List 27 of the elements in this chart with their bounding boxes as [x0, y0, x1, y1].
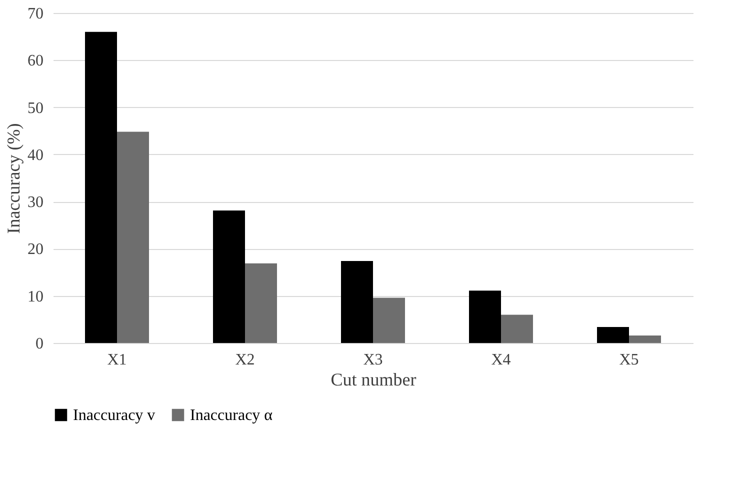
y-tick-label: 0: [36, 336, 44, 352]
bar: [469, 290, 501, 343]
x-tick-label: X5: [619, 352, 639, 368]
bar: [597, 326, 629, 343]
bar: [213, 210, 245, 343]
legend-label: Inaccuracy v: [73, 407, 156, 424]
y-tick-label: 60: [28, 52, 44, 70]
bar: [85, 32, 117, 343]
y-tick-label: 40: [28, 146, 44, 164]
y-tick-label: 10: [28, 288, 44, 306]
y-tick-label: 70: [28, 6, 44, 22]
y-axis-title: Inaccuracy (%): [4, 123, 24, 234]
x-tick-label: X2: [235, 352, 255, 368]
bar: [341, 260, 373, 343]
legend-label: Inaccuracy α: [190, 407, 274, 424]
y-tick-label: 20: [28, 241, 44, 258]
x-tick-label: X3: [363, 352, 383, 368]
bar: [117, 132, 149, 343]
y-tick-label: 30: [28, 194, 44, 212]
bar: [501, 314, 533, 343]
y-tick-label: 50: [28, 100, 44, 117]
x-axis-title: Cut number: [330, 370, 416, 390]
bar: [245, 263, 277, 343]
x-tick-label: X1: [107, 352, 127, 368]
bar: [629, 335, 661, 343]
x-tick-label: X4: [491, 352, 511, 368]
bar: [373, 298, 405, 343]
